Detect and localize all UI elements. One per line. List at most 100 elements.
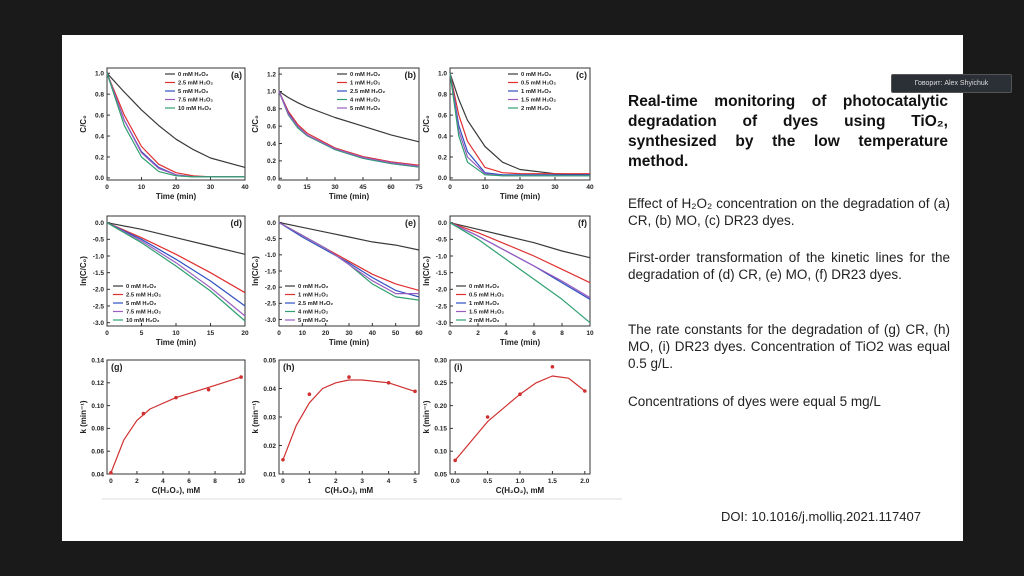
y-tick-label: -2.0	[93, 287, 105, 294]
fit-curve	[454, 375, 586, 461]
series-line	[278, 221, 420, 251]
x-tick-label: 4	[387, 478, 391, 485]
y-axis-label: ln(C/C₀)	[251, 256, 260, 286]
slide: 0 10 20 30 40 0.0 0.2 0.4 0.6 0.8 1.0 Time (min) C/C…	[62, 35, 963, 541]
x-tick-label: 10	[172, 330, 180, 337]
legend-label: 5 mM H₂O₂	[350, 106, 381, 112]
y-tick-label: 0.4	[267, 141, 276, 148]
x-tick-label: 20	[172, 184, 180, 191]
y-tick-label: 1.0	[95, 71, 104, 78]
y-axis-label: k (min⁻¹)	[79, 400, 88, 433]
data-point	[307, 392, 312, 397]
data-point	[453, 458, 457, 463]
data-point	[281, 457, 285, 462]
x-tick-label: 20	[241, 330, 249, 337]
y-tick-label: 0.4	[438, 133, 447, 140]
legend-label: 5 mM H₂O₂	[178, 89, 209, 95]
y-tick-label: 0.12	[91, 380, 104, 387]
y-tick-label: 0.14	[91, 357, 104, 364]
y-tick-label: 0.08	[91, 426, 104, 433]
y-tick-label: 0.6	[95, 112, 104, 119]
x-axis-label: Time (min)	[500, 338, 541, 347]
x-tick-label: 20	[322, 330, 330, 337]
legend-label: 1 mM H₂O₂	[521, 89, 552, 95]
x-tick-label: 0	[109, 478, 113, 485]
legend-label: 1.5 mM H₂O₂	[521, 98, 557, 104]
y-tick-label: 0.2	[95, 154, 104, 161]
x-tick-label: 0	[448, 184, 452, 191]
legend-label: 0 mM H₂O₂	[298, 284, 329, 290]
y-tick-label: 0.8	[267, 106, 276, 113]
x-tick-label: 3	[360, 478, 364, 485]
legend-label: 2.5 mM H₂O₂	[350, 89, 386, 95]
x-tick-label: 30	[207, 184, 215, 191]
x-tick-label: 0	[281, 478, 285, 485]
panel-label: (f)	[578, 218, 587, 228]
fit-curve	[110, 376, 242, 474]
x-tick-label: 10	[481, 184, 489, 191]
series-line	[449, 73, 590, 176]
y-tick-label: 0.0	[95, 175, 104, 182]
slide-title: Real-time monitoring of photocatalytic d…	[628, 93, 948, 170]
y-tick-label: 0.2	[267, 158, 276, 165]
data-point	[141, 411, 146, 416]
legend-label: 7.5 mM H₂O₂	[126, 310, 162, 316]
legend-label: 0 mM H₂O₂	[126, 284, 157, 290]
x-tick-label: 10	[299, 330, 307, 337]
series-line	[278, 221, 420, 298]
x-tick-label: 0	[277, 184, 281, 191]
x-tick-label: 6	[532, 330, 536, 337]
y-tick-label: -3.0	[436, 320, 448, 327]
y-tick-label: 1.2	[267, 71, 276, 78]
x-tick-label: 10	[237, 478, 245, 485]
data-point	[347, 375, 351, 379]
y-tick-label: 0.01	[263, 471, 276, 478]
x-tick-label: 30	[551, 184, 559, 191]
series-line	[278, 90, 420, 143]
series-line	[106, 72, 246, 168]
x-axis-label: C(H₂O₂), mM	[325, 486, 374, 495]
speaker-label: Говорит: Alex Shyichuk	[891, 74, 1012, 93]
x-tick-label: 10	[586, 330, 594, 337]
plot-frame	[106, 359, 246, 475]
x-tick-label: 30	[345, 330, 353, 337]
data-point	[386, 381, 391, 385]
legend-label: 1 mM H₂O₂	[298, 293, 329, 299]
x-tick-label: 4	[161, 478, 165, 485]
legend-label: 7.5 mM H₂O₂	[178, 98, 214, 104]
panel-label: (h)	[283, 362, 295, 372]
legend-label: 4 mM H₂O₂	[350, 98, 381, 104]
paragraph: Concentrations of dyes were equal 5 mg/L	[628, 394, 881, 409]
legend-label: 2.5 mM H₂O₂	[178, 81, 214, 87]
y-axis-label: C/C₀	[251, 115, 260, 133]
y-tick-label: -1.5	[436, 270, 448, 277]
data-point	[413, 389, 417, 394]
x-tick-label: 4	[504, 330, 508, 337]
x-tick-label: 1	[308, 478, 312, 485]
plot-frame	[106, 67, 246, 181]
x-tick-label: 6	[187, 478, 191, 485]
y-tick-label: -1.0	[93, 253, 105, 260]
y-tick-label: 0.0	[267, 220, 276, 227]
y-tick-label: 0.0	[438, 175, 447, 182]
y-tick-label: -3.0	[265, 317, 277, 324]
y-axis-label: C/C₀	[422, 115, 431, 133]
paragraph: Effect of H₂O₂ concentration on the degr…	[628, 196, 950, 228]
y-tick-label: 0.25	[434, 380, 447, 387]
x-tick-label: 0.0	[451, 478, 460, 485]
y-tick-label: 0.04	[263, 386, 276, 393]
x-tick-label: 0.5	[483, 478, 492, 485]
x-tick-label: 2.0	[580, 478, 589, 485]
x-tick-label: 60	[387, 184, 395, 191]
y-tick-label: -2.5	[436, 303, 448, 310]
series-line	[106, 222, 246, 307]
x-tick-label: 5	[413, 478, 417, 485]
y-tick-label: 0.05	[434, 471, 447, 478]
plot-frame	[449, 215, 591, 327]
x-tick-label: 0	[105, 330, 109, 337]
legend-label: 5 mM H₂O₂	[126, 301, 157, 307]
legend-label: 0 mM H₂O₂	[521, 72, 552, 78]
series-line	[106, 73, 245, 178]
